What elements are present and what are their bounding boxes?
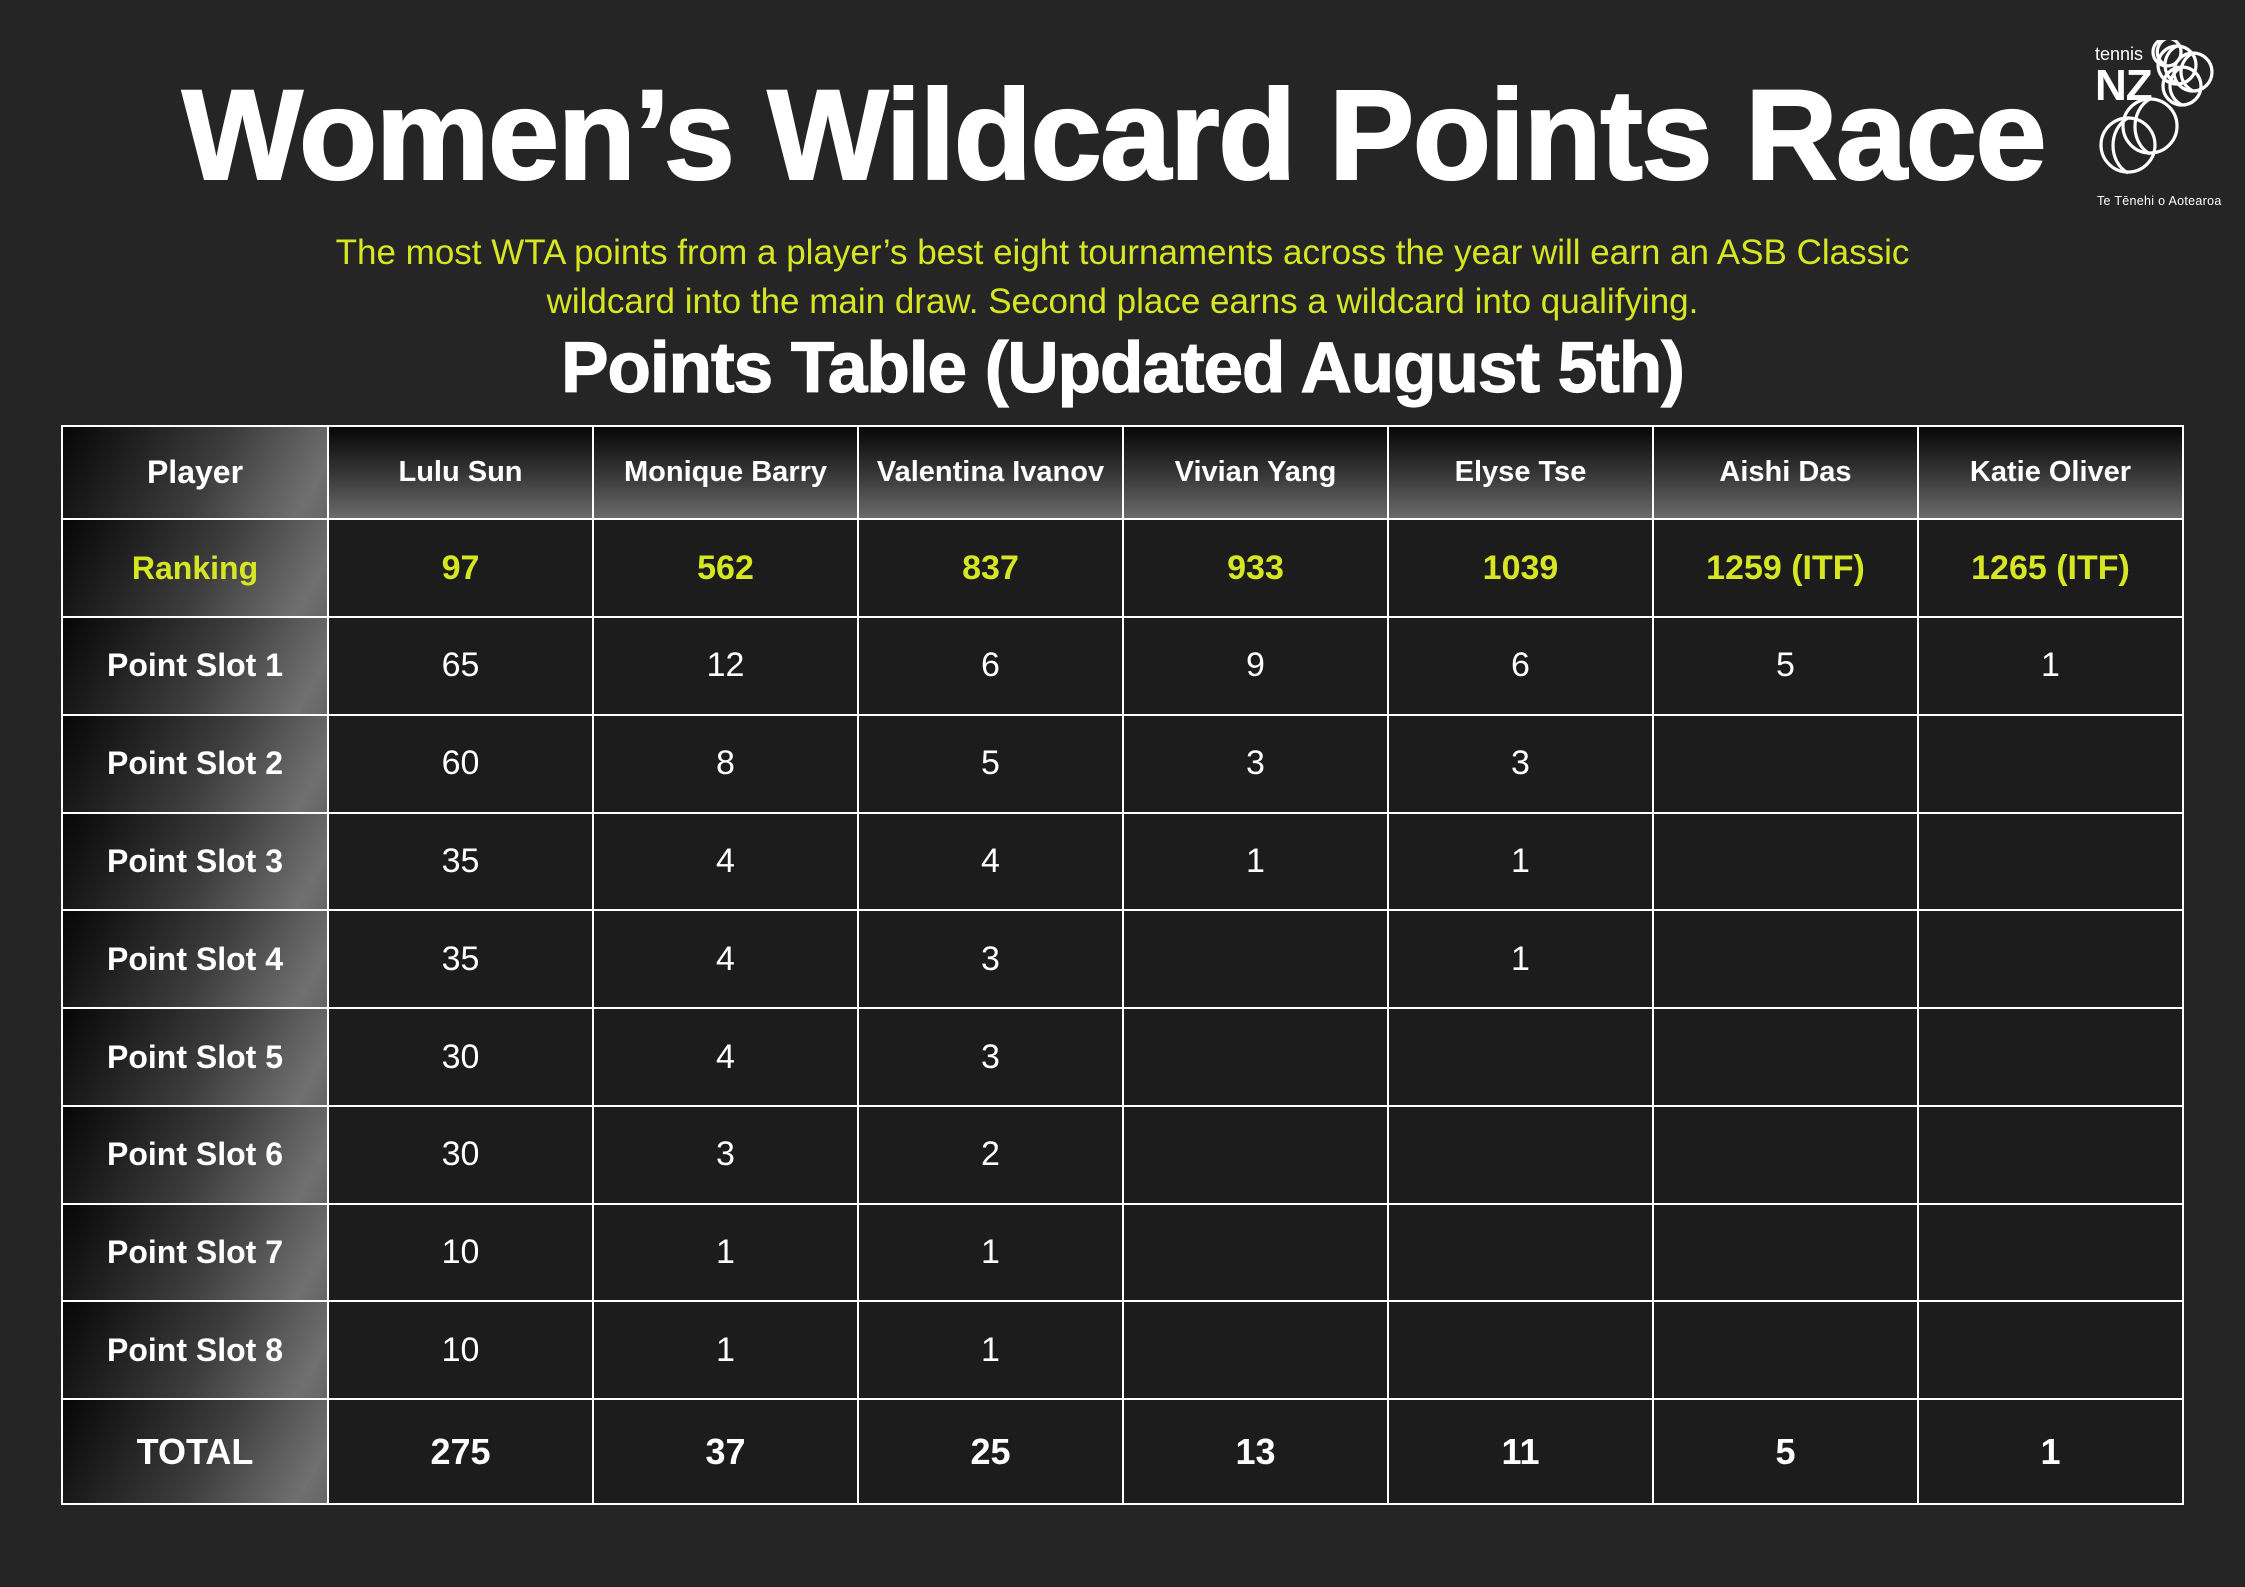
svg-text:Te Tēnehi o Aotearoa: Te Tēnehi o Aotearoa — [2097, 194, 2222, 208]
